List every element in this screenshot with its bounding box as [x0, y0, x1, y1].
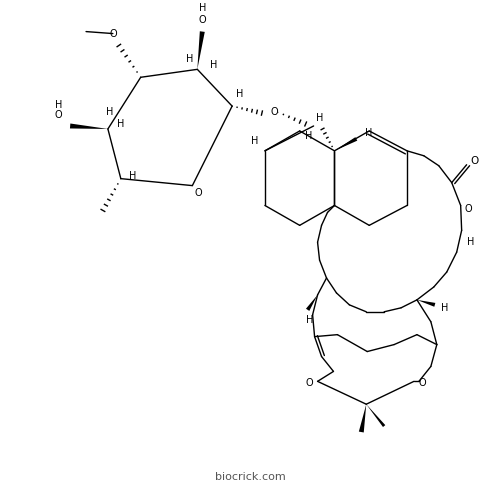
Polygon shape [359, 404, 366, 432]
Text: O: O [194, 188, 202, 198]
Text: H: H [364, 128, 372, 138]
Text: H: H [117, 119, 124, 129]
Text: O: O [109, 28, 116, 38]
Text: H: H [54, 100, 62, 110]
Text: H: H [236, 89, 244, 99]
Text: H: H [106, 107, 114, 117]
Text: O: O [306, 378, 314, 388]
Text: biocrick.com: biocrick.com [214, 472, 286, 482]
Polygon shape [198, 32, 205, 70]
Text: O: O [470, 156, 478, 166]
Text: O: O [270, 107, 278, 117]
Text: O: O [465, 204, 472, 214]
Text: H: H [186, 54, 193, 64]
Text: H: H [467, 237, 474, 247]
Polygon shape [366, 404, 386, 427]
Polygon shape [70, 124, 108, 129]
Text: H: H [306, 314, 314, 324]
Text: O: O [198, 14, 206, 24]
Text: H: H [129, 170, 136, 180]
Polygon shape [306, 295, 318, 311]
Text: H: H [305, 131, 312, 141]
Text: O: O [54, 110, 62, 120]
Text: H: H [198, 2, 206, 12]
Text: H: H [316, 113, 323, 123]
Text: H: H [441, 303, 448, 313]
Text: H: H [210, 60, 217, 70]
Polygon shape [334, 137, 357, 151]
Text: O: O [418, 378, 426, 388]
Polygon shape [417, 300, 436, 307]
Text: H: H [252, 136, 258, 146]
